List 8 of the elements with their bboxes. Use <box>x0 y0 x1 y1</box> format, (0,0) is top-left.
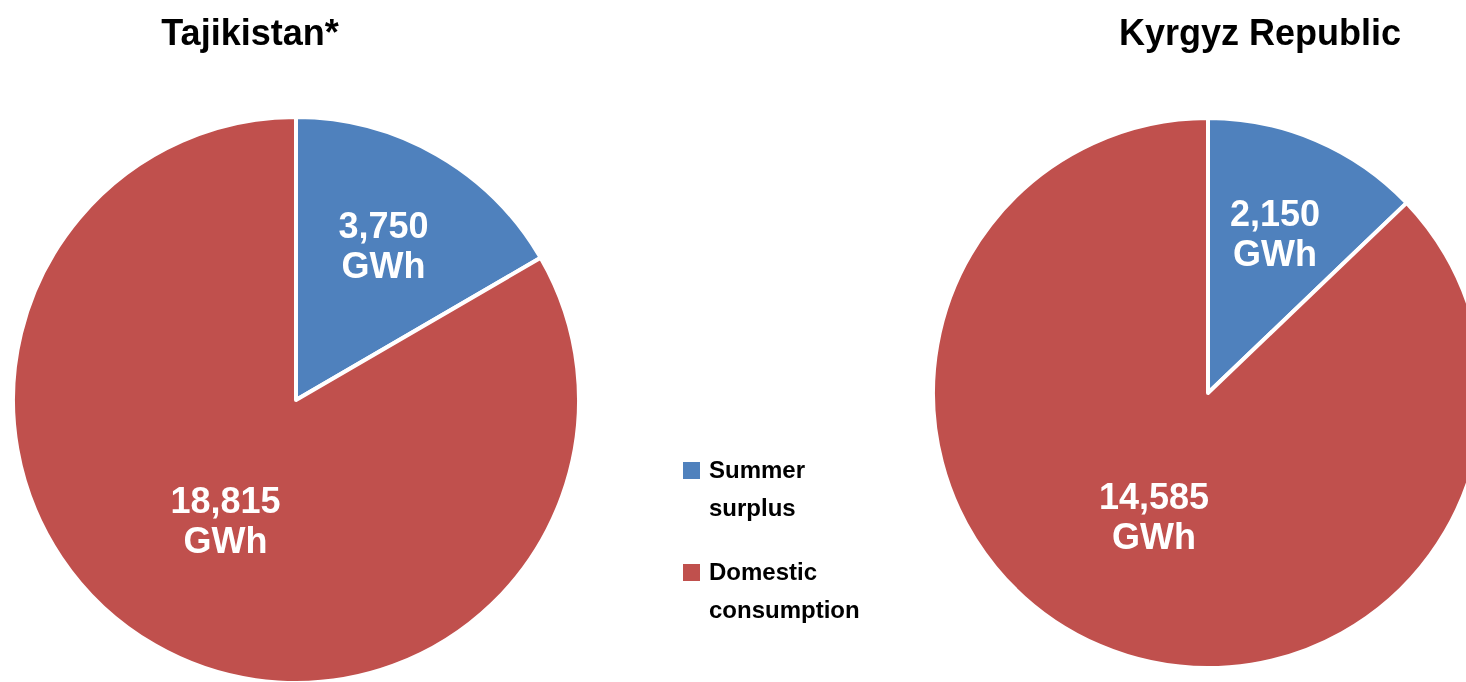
data-label: 18,815 GWh <box>170 479 281 561</box>
data-label: 2,150 GWh <box>1229 192 1321 274</box>
data-label: 14,585 GWh <box>1098 475 1210 557</box>
legend-label: Domestic consumption <box>709 558 860 623</box>
legend-label: Summer surplus <box>709 456 806 521</box>
chart-title: Tajikistan* <box>161 12 339 53</box>
chart-title: Kyrgyz Republic <box>1118 12 1402 53</box>
data-label: 3,750 GWh <box>338 204 429 286</box>
